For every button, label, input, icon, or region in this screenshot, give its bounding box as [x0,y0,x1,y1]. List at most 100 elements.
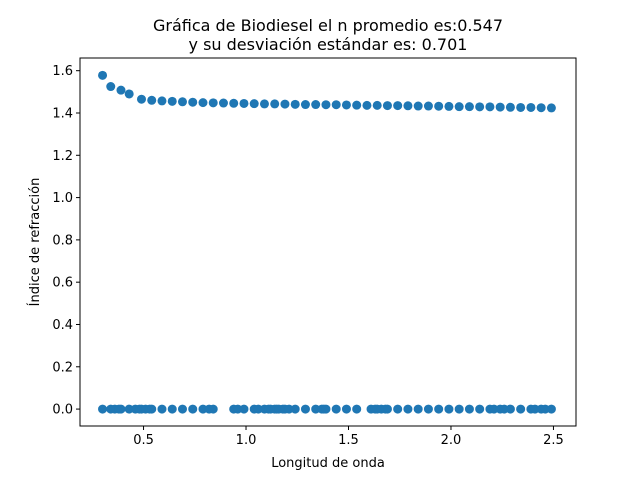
data-point [393,101,403,111]
data-point [464,404,474,414]
y-tick-label: 0.4 [52,318,73,333]
x-axis-label: Longitud de onda [271,456,385,471]
data-point [177,97,187,107]
data-point [321,100,331,110]
data-point [403,404,413,414]
data-point [423,404,433,414]
data-point [270,99,280,109]
data-point [423,101,433,111]
data-point [464,102,474,112]
data-point [341,100,351,110]
data-point [382,101,392,111]
data-point [124,89,134,99]
data-point [229,98,239,108]
data-point [505,404,515,414]
data-point [290,404,300,414]
data-point [208,404,218,414]
data-point [157,96,167,106]
data-point [413,101,423,111]
y-axis-label: Índice de refracción [27,178,43,307]
data-point [311,100,321,110]
data-point [331,100,341,110]
data-point [434,404,444,414]
x-tick-label: 2.5 [543,433,564,448]
data-point [124,404,134,414]
data-point [321,404,331,414]
data-point [157,404,167,414]
data-point [218,98,228,108]
data-point [177,404,187,414]
chart-title-line-1: Gráfica de Biodiesel el n promedio es:0.… [153,16,503,35]
data-point [239,98,249,108]
data-point [454,102,464,112]
data-point [233,404,243,414]
x-tick-label: 2.0 [441,433,462,448]
data-point [284,404,294,414]
data-point [147,95,157,105]
y-tick-label: 0.6 [52,276,73,291]
y-tick-label: 1.4 [52,106,73,121]
data-point [167,96,177,106]
data-point [489,404,499,414]
data-point [530,404,540,414]
x-tick-label: 1.0 [236,433,257,448]
data-point [382,404,392,414]
data-point [516,404,526,414]
x-tick-label: 0.5 [133,433,154,448]
x-axis-ticks: 0.5 1.0 1.5 2.0 2.5 [133,426,564,448]
y-tick-label: 1.2 [52,149,73,164]
data-point [147,404,157,414]
data-point [352,100,362,110]
y-tick-label: 0.0 [52,403,73,418]
data-point [475,102,485,112]
data-point [546,103,556,113]
data-point [403,101,413,111]
y-tick-label: 0.8 [52,233,73,248]
data-point [516,102,526,112]
data-point [499,404,509,414]
y-tick-label: 1.0 [52,191,73,206]
data-point [475,404,485,414]
data-point [290,99,300,109]
data-point [259,99,269,109]
data-point [536,103,546,113]
data-point [372,100,382,110]
data-point [444,101,454,111]
data-point [188,404,198,414]
data-point [454,404,464,414]
data-point [352,404,362,414]
data-point [239,404,249,414]
data-point [393,404,403,414]
data-point [253,404,263,414]
data-point [249,99,259,109]
data-point [311,404,321,414]
data-point [116,85,126,95]
data-point [300,404,310,414]
data-point [341,404,351,414]
data-point [188,97,198,107]
data-point [434,101,444,111]
data-point [546,404,556,414]
y-tick-label: 1.6 [52,64,73,79]
data-point [505,102,515,112]
data-point [116,404,126,414]
data-point [485,102,495,112]
y-tick-label: 0.2 [52,360,73,375]
data-point [198,98,208,108]
data-point [136,94,146,104]
data-point [167,404,177,414]
data-point [444,404,454,414]
data-point [280,99,290,109]
data-points [98,70,556,414]
data-point [208,98,218,108]
y-axis-ticks: 0.0 0.2 0.4 0.6 0.8 1.0 1.2 1.4 1.6 [52,64,80,418]
data-point [362,100,372,110]
data-point [495,102,505,112]
data-point [331,404,341,414]
data-point [98,70,108,80]
data-point [98,404,108,414]
data-point [413,404,423,414]
chart-title-line-2: y su desviación estándar es: 0.701 [189,35,468,54]
data-point [526,102,536,112]
